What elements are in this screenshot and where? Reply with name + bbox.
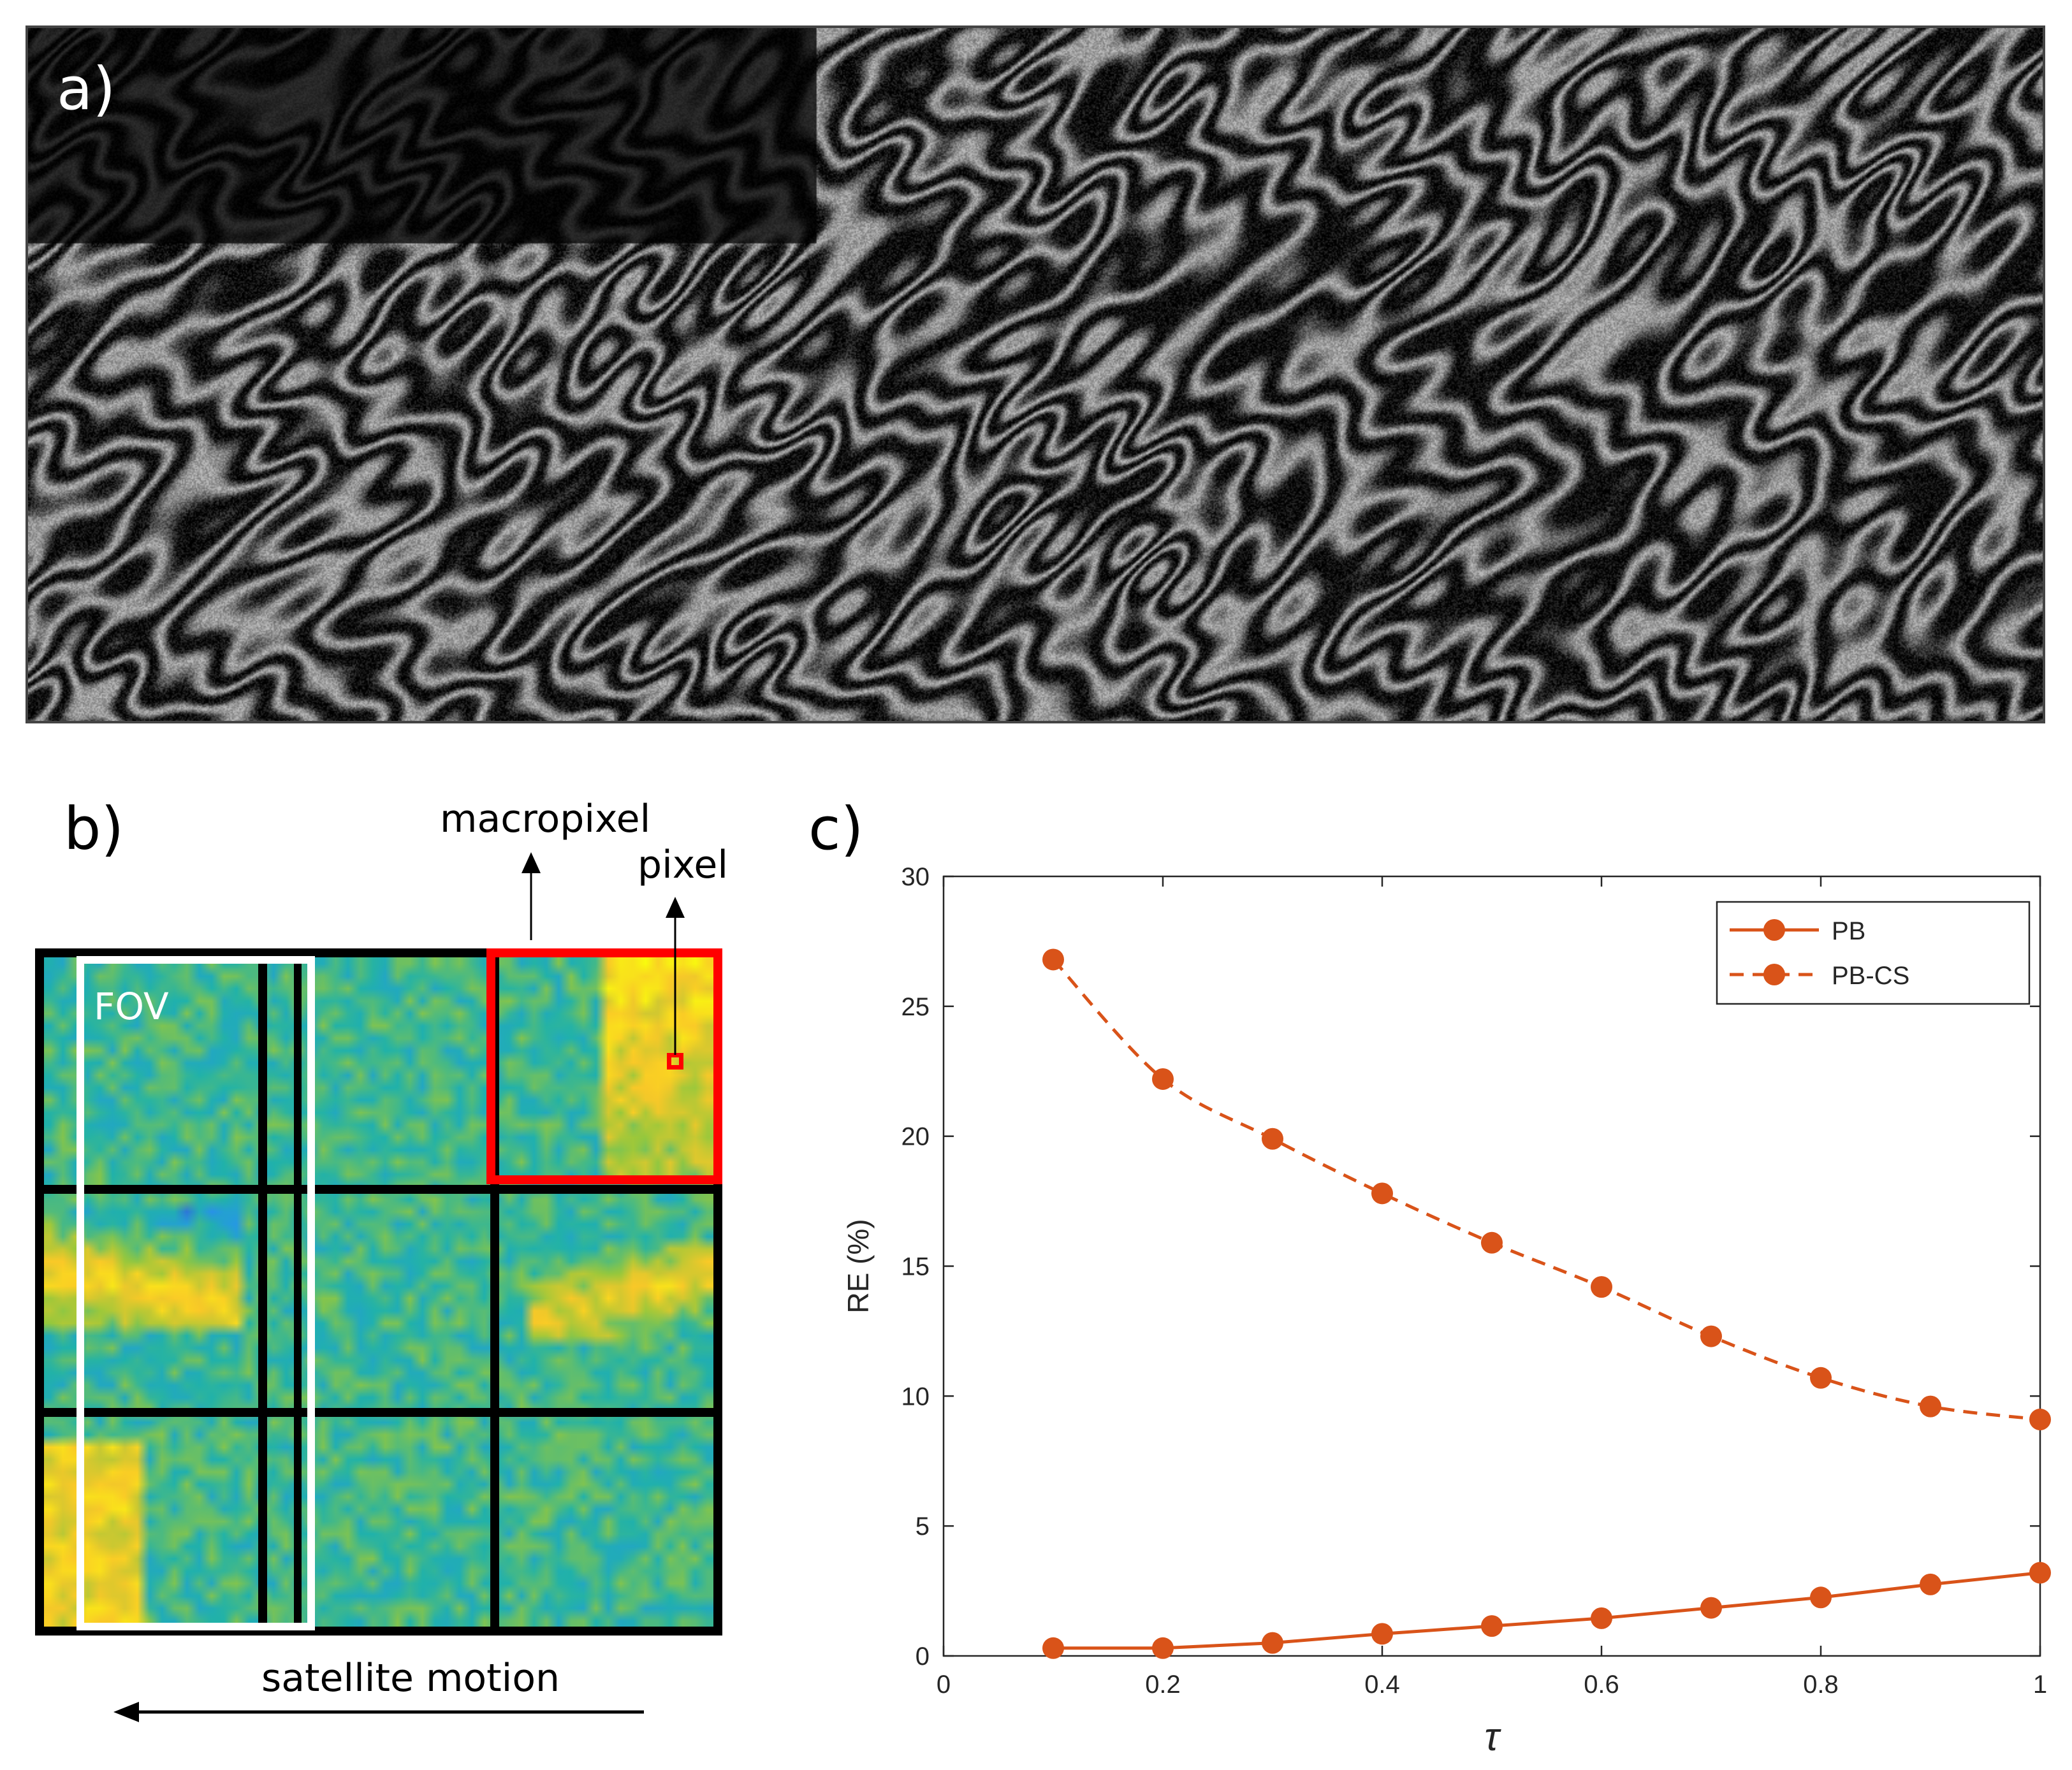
grid-divider-vertical [294,957,302,1627]
macropixel-outline [486,948,722,1184]
data-point-pb-cs [1152,1068,1174,1090]
data-point-pb [1920,1573,1941,1595]
legend-label-pb: PB [1832,917,1865,945]
satellite-image-panel: a) [26,25,2045,723]
satellite-motion-arrowhead [113,1702,139,1722]
data-point-pb [2029,1562,2051,1584]
x-tick-label: 1 [2033,1671,2047,1699]
legend-marker-pb-cs [1763,964,1785,985]
data-point-pb-cs [1810,1367,1832,1389]
data-point-pb-cs [1481,1231,1503,1254]
x-tick-label: 0.4 [1364,1671,1400,1699]
y-tick-label: 20 [901,1123,930,1151]
data-point-pb-cs [1262,1128,1283,1150]
panel-label-c: c) [808,795,864,863]
y-tick-label: 0 [916,1643,930,1671]
pixel-arrowhead [666,897,685,918]
data-point-pb [1152,1637,1174,1659]
data-point-pb [1262,1632,1283,1654]
data-point-pb-cs [1700,1325,1722,1347]
data-point-pb-cs [1371,1182,1393,1205]
y-tick-label: 25 [901,993,930,1021]
panel-label-a: a) [57,55,116,123]
data-point-pb [1810,1586,1832,1609]
data-point-pb [1371,1623,1393,1645]
legend-label-pb-cs: PB-CS [1832,962,1909,990]
chart-series [1042,948,2051,1659]
y-tick-label: 30 [901,863,930,891]
panel-label-b: b) [64,795,124,863]
grid-divider-vertical [258,957,267,1627]
legend-box [1716,901,2031,1005]
y-tick-label: 10 [901,1382,930,1411]
x-tick-label: 0.2 [1145,1671,1181,1699]
pixel-outline [667,1053,683,1070]
grid-divider-horizontal [44,1408,713,1417]
x-axis-label: τ [1484,1715,1501,1759]
chart-legend: PB PB-CS [1716,901,2031,1005]
data-point-pb [1591,1607,1612,1629]
macropixel-grid [35,948,722,1636]
data-point-pb [1481,1615,1503,1637]
intensity-heatmap [44,957,713,1627]
data-point-pb [1042,1637,1064,1659]
fov-label: FOV [94,985,169,1028]
data-point-pb-cs [1920,1395,1941,1418]
series-line-pb [1053,1571,2041,1650]
mountain-terrain-image [28,28,2043,721]
y-tick-label: 15 [901,1253,930,1281]
legend-marker-pb [1763,919,1785,941]
y-tick-label: 5 [916,1512,930,1541]
satellite-motion-label: satellite motion [261,1656,560,1701]
x-tick-label: 0 [937,1671,951,1699]
fov-outline [77,956,315,1630]
grid-divider-horizontal [44,1185,713,1194]
macropixel-arrowhead [522,852,541,873]
x-tick-label: 0.8 [1803,1671,1839,1699]
y-axis-label: RE (%) [842,1219,875,1313]
x-tick-label: 0.6 [1584,1671,1619,1699]
pixel-label: pixel [638,843,729,887]
series-line-pb-cs [1052,958,2041,1421]
data-point-pb-cs [1591,1276,1612,1298]
data-point-pb-cs [2029,1409,2051,1431]
plot-area [942,875,2041,1657]
data-point-pb-cs [1042,948,1064,971]
macropixel-label: macropixel [440,797,651,841]
data-point-pb [1700,1597,1722,1619]
